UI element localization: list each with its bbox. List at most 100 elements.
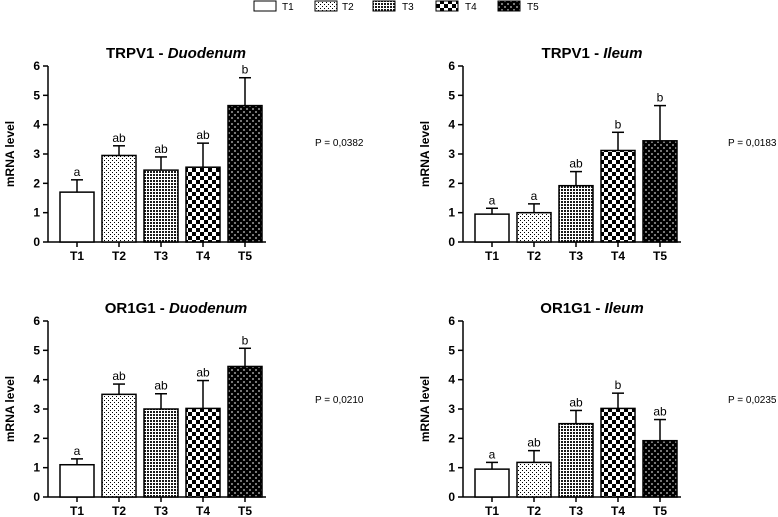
y-axis-label: mRNA level [418, 376, 432, 442]
legend-label-t4: T4 [465, 2, 477, 13]
y-tick-label: 3 [448, 147, 455, 161]
significance-letter-t3: ab [154, 379, 168, 393]
title-separator: - [591, 300, 604, 317]
significance-letter-t4: b [615, 117, 622, 131]
significance-letter-t3: ab [154, 142, 168, 156]
chart-title: OR1G1 - Ileum [540, 300, 643, 317]
x-tick-label-t2: T2 [527, 504, 541, 517]
y-tick-label: 1 [448, 206, 455, 220]
bar-t1 [59, 191, 95, 243]
significance-letter-t2: ab [112, 369, 126, 383]
x-tick-label-t1: T1 [70, 504, 84, 517]
y-tick-label: 6 [448, 59, 455, 73]
bar-t1 [474, 213, 510, 243]
y-tick-label: 5 [33, 88, 40, 102]
x-tick-label-t4: T4 [611, 249, 625, 263]
p-value: P = 0,0183 [728, 138, 777, 149]
bar-t3 [558, 184, 594, 243]
x-tick-label-t5: T5 [653, 249, 667, 263]
title-tissue: Duodenum [169, 300, 247, 317]
significance-letter-t5: ab [653, 405, 667, 419]
y-tick-label: 2 [33, 431, 40, 445]
y-tick-label: 2 [448, 431, 455, 445]
y-tick-label: 5 [448, 343, 455, 357]
bar-t4 [600, 149, 636, 243]
significance-letter-t4: ab [196, 128, 210, 142]
significance-letter-t4: b [615, 378, 622, 392]
y-tick-label: 3 [448, 402, 455, 416]
y-tick-label: 3 [33, 147, 40, 161]
bar-t2 [516, 211, 552, 243]
significance-letter-t1: a [489, 447, 496, 461]
legend-swatch-t2 [314, 0, 338, 12]
title-gene: TRPV1 [542, 45, 590, 62]
chart-panel-3: OR1G1 - Duodenum mRNA level 0 1 2 3 4 5 6 T1 a T2 ab… [3, 300, 364, 517]
y-tick-label: 4 [448, 373, 455, 387]
title-separator: - [590, 45, 603, 62]
bar-t3 [143, 408, 179, 498]
chart-panel-1: TRPV1 - Duodenum mRNA level 0 1 2 3 4 5 6 T1 a T2 ab… [3, 45, 364, 263]
bar-t4 [600, 407, 636, 498]
legend-item-t2: T2 [314, 0, 354, 13]
bar-t4 [185, 166, 221, 243]
significance-letter-t1: a [489, 193, 496, 207]
bar-t3 [558, 422, 594, 498]
y-axis-label: mRNA level [3, 121, 17, 187]
x-tick-label-t3: T3 [569, 249, 583, 263]
y-tick-label: 1 [33, 206, 40, 220]
bar-t1 [59, 463, 95, 498]
p-value: P = 0,0210 [315, 395, 364, 406]
x-tick-label-t5: T5 [238, 249, 252, 263]
significance-letter-t1: a [74, 165, 81, 179]
y-tick-label: 0 [33, 235, 40, 249]
significance-letter-t5: b [242, 63, 249, 77]
p-value: P = 0,0382 [315, 138, 364, 149]
title-separator: - [156, 300, 169, 317]
x-tick-label-t5: T5 [653, 504, 667, 517]
y-tick-label: 0 [33, 490, 40, 504]
bar-t5 [642, 439, 678, 498]
legend-swatch-t5 [497, 0, 521, 12]
x-tick-label-t2: T2 [112, 504, 126, 517]
title-separator: - [154, 45, 167, 62]
title-tissue: Duodenum [168, 45, 246, 62]
significance-letter-t3: ab [569, 157, 583, 171]
bar-t2 [516, 461, 552, 498]
y-tick-label: 4 [33, 373, 40, 387]
chart-title: TRPV1 - Duodenum [106, 45, 246, 62]
legend-item-t1: T1 [253, 0, 294, 13]
chart-panel-2: TRPV1 - Ileum mRNA level 0 1 2 3 4 5 6 T1 a T2 a T3 ab… [418, 45, 777, 263]
title-gene: TRPV1 [106, 45, 154, 62]
legend-label-t3: T3 [402, 2, 414, 13]
y-tick-label: 0 [448, 235, 455, 249]
chart-panel-4: OR1G1 - Ileum mRNA level 0 1 2 3 4 5 6 T1 a T2 ab T3 a… [418, 300, 777, 517]
x-tick-label-t1: T1 [485, 504, 499, 517]
significance-letter-t2: ab [527, 436, 541, 450]
y-tick-label: 4 [448, 118, 455, 132]
significance-letter-t5: b [657, 91, 664, 105]
bar-t3 [143, 169, 179, 243]
x-tick-label-t1: T1 [485, 249, 499, 263]
x-tick-label-t1: T1 [70, 249, 84, 263]
y-tick-label: 6 [448, 314, 455, 328]
y-tick-label: 0 [448, 490, 455, 504]
title-gene: OR1G1 [105, 300, 156, 317]
y-tick-label: 2 [448, 176, 455, 190]
bar-t4 [185, 407, 221, 498]
significance-letter-t3: ab [569, 395, 583, 409]
y-tick-label: 4 [33, 118, 40, 132]
y-axis-label: mRNA level [418, 121, 432, 187]
x-tick-label-t4: T4 [196, 504, 210, 517]
y-tick-label: 6 [33, 314, 40, 328]
title-gene: OR1G1 [540, 300, 591, 317]
legend-label-t1: T1 [282, 2, 294, 13]
y-tick-label: 1 [33, 461, 40, 475]
p-value: P = 0,0235 [728, 395, 777, 406]
legend-label-t5: T5 [527, 2, 539, 13]
x-tick-label-t3: T3 [569, 504, 583, 517]
significance-letter-t5: b [242, 333, 249, 347]
y-tick-label: 5 [33, 343, 40, 357]
y-tick-label: 2 [33, 176, 40, 190]
y-tick-label: 3 [33, 402, 40, 416]
significance-letter-t4: ab [196, 366, 210, 380]
